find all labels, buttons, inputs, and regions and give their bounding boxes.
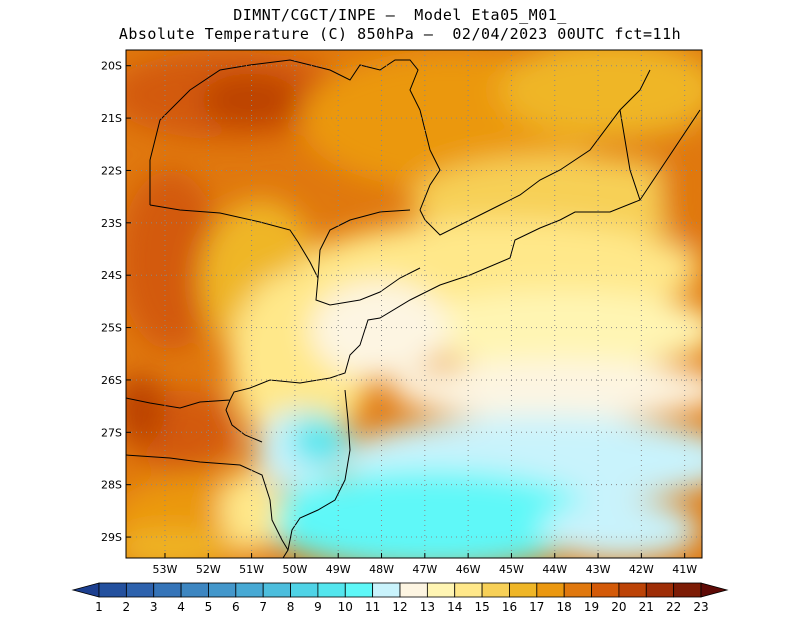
lon-tick-label: 42W bbox=[629, 563, 654, 576]
colorbar-label: 15 bbox=[474, 600, 489, 614]
colorbar-label: 20 bbox=[611, 600, 626, 614]
lon-tick-label: 46W bbox=[456, 563, 481, 576]
colorbar-label: 8 bbox=[287, 600, 295, 614]
colorbar-swatch bbox=[180, 582, 209, 598]
lon-tick-label: 48W bbox=[369, 563, 394, 576]
colorbar-label: 4 bbox=[177, 600, 185, 614]
lat-tick-label: 28S bbox=[101, 479, 122, 492]
colorbar-label: 2 bbox=[123, 600, 131, 614]
colorbar-label: 6 bbox=[232, 600, 240, 614]
colorbar-label: 9 bbox=[314, 600, 322, 614]
colorbar-label: 13 bbox=[420, 600, 435, 614]
colorbar-swatch bbox=[591, 582, 620, 598]
colorbar-swatch bbox=[509, 582, 538, 598]
colorbar-swatch bbox=[262, 582, 291, 598]
colorbar-label: 3 bbox=[150, 600, 158, 614]
lon-tick-label: 50W bbox=[282, 563, 307, 576]
colorbar-swatch bbox=[290, 582, 319, 598]
lat-tick-label: 24S bbox=[101, 269, 122, 282]
colorbar-label: 18 bbox=[557, 600, 572, 614]
lon-tick-label: 43W bbox=[586, 563, 611, 576]
colorbar-swatch bbox=[673, 582, 702, 598]
colorbar-swatch bbox=[208, 582, 237, 598]
lon-tick-label: 47W bbox=[412, 563, 437, 576]
lat-tick-label: 29S bbox=[101, 531, 122, 544]
colorbar-swatch bbox=[536, 582, 565, 598]
colorbar-swatch bbox=[399, 582, 428, 598]
colorbar-max-arrow bbox=[700, 582, 729, 598]
colorbar-label: 22 bbox=[666, 600, 681, 614]
dotted-gridlines bbox=[126, 50, 702, 558]
lon-tick-label: 53W bbox=[153, 563, 178, 576]
colorbar-swatch bbox=[125, 582, 155, 598]
colorbar-min-arrow bbox=[71, 582, 100, 598]
colorbar-label: 19 bbox=[584, 600, 599, 614]
colorbar-swatch bbox=[98, 582, 127, 598]
lat-tick-label: 23S bbox=[101, 217, 122, 230]
colorbar-swatch bbox=[344, 582, 374, 598]
colorbar-swatch bbox=[235, 582, 264, 598]
axis-ticks: 53W 52W 51W 50W 49W 48W 47W 46W 45W 44W 43W 42W 41W 2… bbox=[101, 60, 697, 576]
lat-tick-label: 26S bbox=[101, 374, 122, 387]
temperature-field bbox=[126, 50, 702, 558]
colorbar-label: 10 bbox=[338, 600, 353, 614]
lon-tick-label: 52W bbox=[196, 563, 221, 576]
colorbar-swatch bbox=[563, 582, 592, 598]
colorbar-swatch bbox=[426, 582, 456, 598]
colorbar-label: 14 bbox=[447, 600, 462, 614]
chart-title-line-1: DIMNT/CGCT/INPE — Model Eta05_M01_ bbox=[233, 6, 567, 24]
colorbar-label: 12 bbox=[392, 600, 407, 614]
colorbar-swatch bbox=[317, 582, 346, 598]
lat-tick-label: 21S bbox=[101, 112, 122, 125]
colorbar-label: 17 bbox=[529, 600, 544, 614]
lat-tick-label: 20S bbox=[101, 60, 122, 73]
lat-tick-label: 25S bbox=[101, 322, 122, 335]
colorbar-swatch bbox=[618, 582, 647, 598]
coastline-and-borders bbox=[126, 59, 701, 558]
colorbar-label: 5 bbox=[205, 600, 213, 614]
lon-tick-label: 44W bbox=[542, 563, 567, 576]
lon-tick-label: 41W bbox=[672, 563, 697, 576]
colorbar-label: 21 bbox=[639, 600, 654, 614]
colorbar-swatch bbox=[454, 582, 483, 598]
lon-tick-label: 45W bbox=[499, 563, 524, 576]
colorbar-swatch bbox=[153, 582, 182, 598]
map-frame bbox=[125, 49, 703, 559]
lat-tick-label: 22S bbox=[101, 164, 122, 177]
colorbar-label: 23 bbox=[693, 600, 708, 614]
lon-tick-label: 51W bbox=[239, 563, 264, 576]
colorbar-label: 1 bbox=[95, 600, 103, 614]
colorbar: 1 2 3 4 5 6 7 8 9 10 11 12 13 14 15 16 17 18 19 20 21 22 23 bbox=[71, 582, 729, 614]
chart-title-line-2: Absolute Temperature (C) 850hPa — 02/04/… bbox=[118, 25, 682, 43]
lat-tick-label: 27S bbox=[101, 426, 122, 439]
colorbar-swatch bbox=[372, 582, 401, 598]
colorbar-label: 11 bbox=[365, 600, 380, 614]
colorbar-label: 7 bbox=[259, 600, 267, 614]
colorbar-label: 16 bbox=[502, 600, 517, 614]
colorbar-swatch bbox=[481, 582, 510, 598]
colorbar-swatch bbox=[645, 582, 675, 598]
lon-tick-label: 49W bbox=[326, 563, 351, 576]
